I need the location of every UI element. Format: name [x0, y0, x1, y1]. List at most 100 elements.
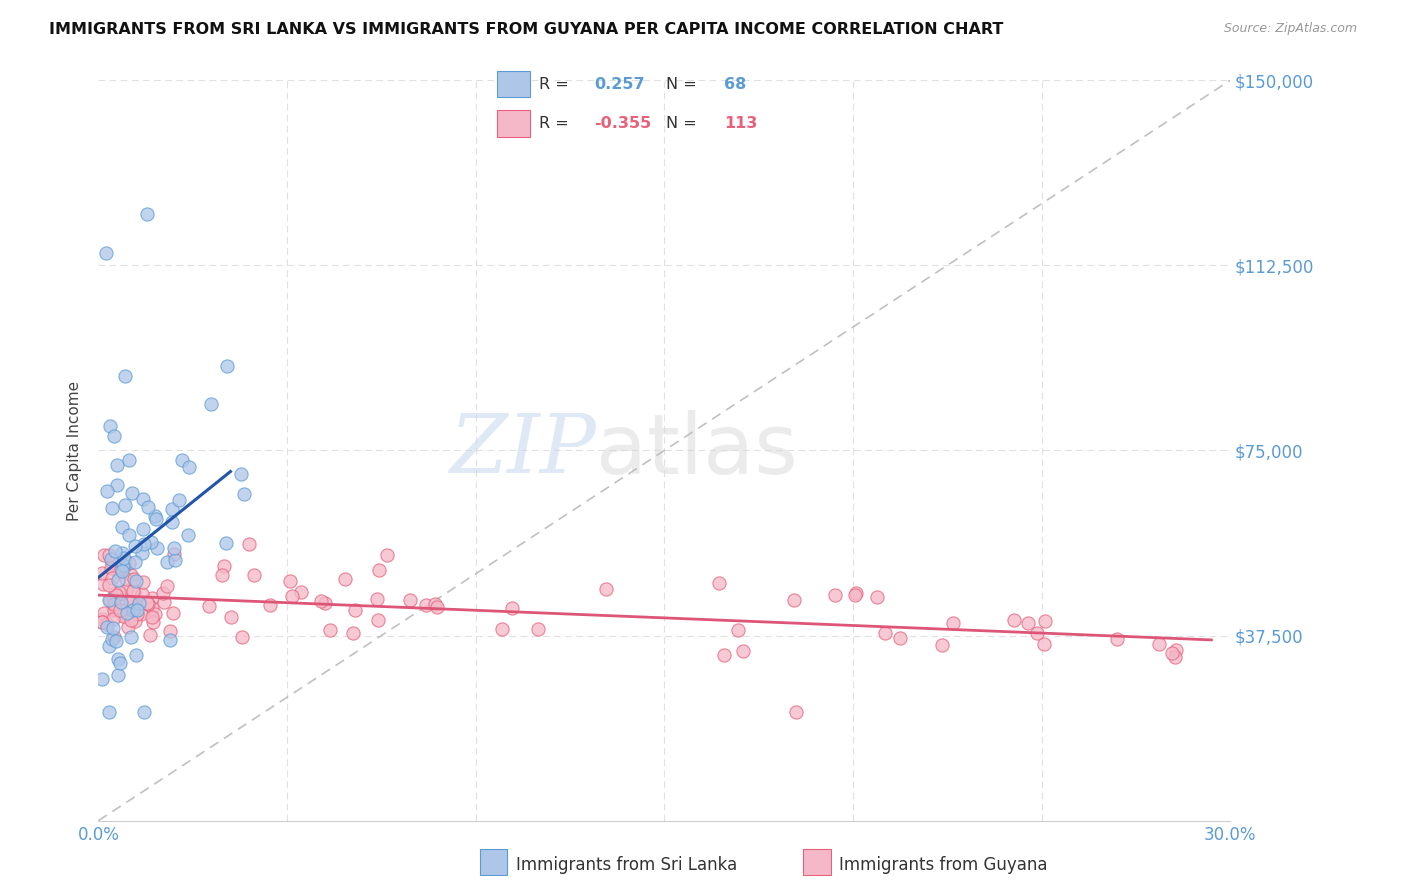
Point	[122, 599, 145, 614]
Point	[713, 648, 735, 663]
Point	[100, 552, 122, 566]
Point	[108, 603, 131, 617]
Point	[103, 428, 125, 442]
Point	[124, 614, 146, 628]
Point	[125, 648, 148, 663]
Point	[117, 620, 139, 634]
Point	[97, 640, 120, 654]
Point	[146, 541, 169, 556]
Point	[162, 606, 184, 620]
FancyBboxPatch shape	[498, 111, 530, 136]
Point	[120, 613, 142, 627]
Point	[423, 597, 446, 611]
Point	[290, 584, 312, 599]
Point	[91, 615, 114, 630]
Point	[135, 596, 157, 610]
Text: N =: N =	[666, 116, 703, 131]
Point	[103, 631, 125, 645]
Point	[125, 602, 148, 616]
Point	[1105, 632, 1128, 646]
Point	[112, 608, 135, 623]
Point	[309, 593, 332, 607]
Point	[105, 478, 128, 492]
Point	[153, 595, 176, 609]
Point	[118, 527, 141, 541]
Point	[118, 595, 141, 609]
Point	[110, 595, 132, 609]
Point	[1002, 613, 1025, 627]
Point	[1035, 615, 1057, 629]
Point	[200, 397, 222, 411]
Point	[1017, 615, 1039, 630]
Point	[107, 652, 129, 666]
Point	[375, 548, 398, 562]
Point	[107, 668, 129, 682]
Point	[91, 615, 114, 629]
Point	[595, 582, 617, 597]
Point	[160, 516, 183, 530]
Point	[101, 611, 124, 625]
Point	[344, 603, 367, 617]
Point	[179, 459, 201, 474]
FancyBboxPatch shape	[479, 849, 508, 874]
Point	[233, 487, 256, 501]
Point	[96, 620, 118, 634]
Point	[132, 522, 155, 536]
Point	[100, 561, 122, 575]
Point	[136, 598, 159, 612]
FancyBboxPatch shape	[498, 71, 530, 97]
Point	[136, 206, 159, 220]
Point	[368, 563, 391, 577]
Point	[366, 592, 388, 607]
Text: 113: 113	[724, 116, 758, 131]
Point	[281, 589, 304, 603]
Text: R =: R =	[540, 77, 575, 92]
Point	[96, 617, 118, 632]
Point	[132, 491, 155, 506]
Point	[128, 596, 150, 610]
Point	[110, 562, 132, 576]
Point	[134, 705, 156, 719]
Text: N =: N =	[666, 77, 703, 92]
Point	[333, 572, 356, 586]
Point	[159, 633, 181, 648]
Point	[1160, 646, 1182, 660]
Point	[727, 623, 749, 637]
Point	[101, 592, 124, 607]
Point	[132, 536, 155, 550]
Point	[105, 458, 128, 473]
Point	[172, 452, 194, 467]
Point	[129, 607, 152, 621]
Point	[527, 623, 550, 637]
Point	[866, 590, 889, 604]
Point	[121, 486, 143, 500]
Point	[111, 545, 134, 559]
Text: Source: ZipAtlas.com: Source: ZipAtlas.com	[1223, 22, 1357, 36]
Point	[101, 501, 124, 516]
Text: Immigrants from Guyana: Immigrants from Guyana	[839, 856, 1047, 874]
Point	[115, 572, 138, 586]
Point	[114, 369, 136, 384]
Point	[91, 612, 114, 626]
Point	[231, 630, 253, 644]
Point	[101, 556, 124, 570]
Point	[118, 557, 141, 571]
Text: atlas: atlas	[596, 410, 799, 491]
Point	[159, 624, 181, 638]
Point	[124, 539, 146, 553]
Point	[104, 586, 127, 600]
Point	[143, 607, 166, 621]
Point	[242, 568, 264, 582]
Point	[319, 623, 342, 637]
Point	[139, 535, 162, 549]
Point	[145, 509, 167, 524]
Point	[501, 601, 523, 615]
Point	[1033, 637, 1056, 651]
Point	[785, 705, 807, 719]
Y-axis label: Per Capita Income: Per Capita Income	[67, 380, 83, 521]
Point	[1026, 626, 1049, 640]
Point	[115, 583, 138, 598]
Point	[342, 626, 364, 640]
Point	[101, 571, 124, 585]
Text: 68: 68	[724, 77, 747, 92]
